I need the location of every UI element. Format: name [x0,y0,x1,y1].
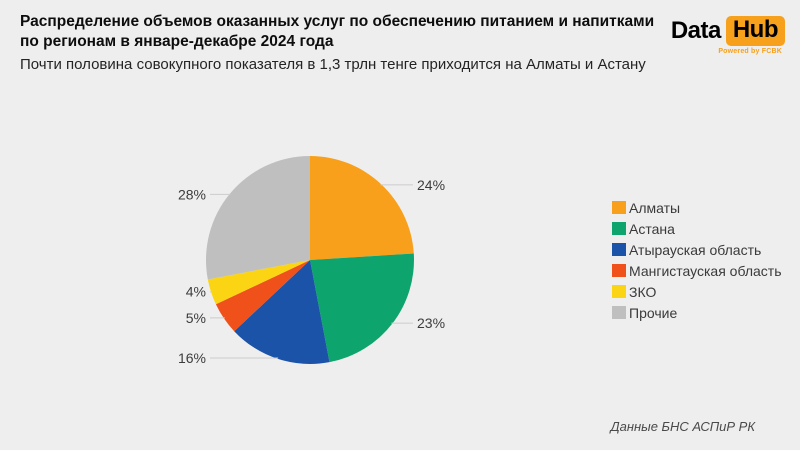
logo-text-hub: Hub [725,16,785,46]
legend-swatch [612,243,626,256]
logo-text-data: Data [670,17,722,44]
chart-header: Распределение объемов оказанных услуг по… [20,12,680,73]
legend-swatch [612,285,626,298]
legend-label: Атырауская область [629,241,762,258]
chart-subtitle: Почти половина совокупного показателя в … [20,55,646,73]
legend-swatch [612,264,626,277]
data-source: Данные БНС АСПиР РК [610,419,755,434]
legend-label: Астана [629,220,675,237]
pie-value-label: 5% [186,310,206,326]
logo-tagline: Powered by FCBK [718,48,782,55]
legend-label: Мангистауская область [629,262,782,279]
pie-value-label: 4% [186,284,206,300]
legend-swatch [612,201,626,214]
pie-slice-Атырауская область [234,260,330,365]
pie-slice-Мангистауская область [215,260,310,332]
legend-item-Астана: Астана [612,218,782,239]
legend-item-Мангистауская область: Мангистауская область [612,260,782,281]
legend-label: Прочие [629,304,678,321]
chart-title: Распределение объемов оказанных услуг по… [20,13,655,51]
legend-label: Алматы [629,199,681,216]
logo-brand: Data Hub [671,16,785,46]
legend-item-Алматы: Алматы [612,197,782,218]
pie-value-label: 23% [417,315,445,331]
pie-value-label: 24% [417,177,445,193]
legend-swatch [612,222,626,235]
pie-slice-Прочие [205,156,310,280]
legend-item-ЗКО: ЗКО [612,281,782,302]
legend-swatch [612,306,626,319]
pie-value-label: 16% [178,350,206,366]
chart-legend: Алматы Астана Атырауская область Мангистаус… [612,197,782,323]
pie-slice-Алматы [310,156,414,260]
datahub-logo: Data Hub Powered by FCBK [671,16,785,55]
legend-label: ЗКО [629,283,657,300]
pie-slice-Астана [310,253,414,363]
legend-item-Атырауская область: Атырауская область [612,239,782,260]
pie-slice-ЗКО [207,260,310,305]
legend-item-Прочие: Прочие [612,302,782,323]
pie-value-label: 28% [178,186,206,202]
